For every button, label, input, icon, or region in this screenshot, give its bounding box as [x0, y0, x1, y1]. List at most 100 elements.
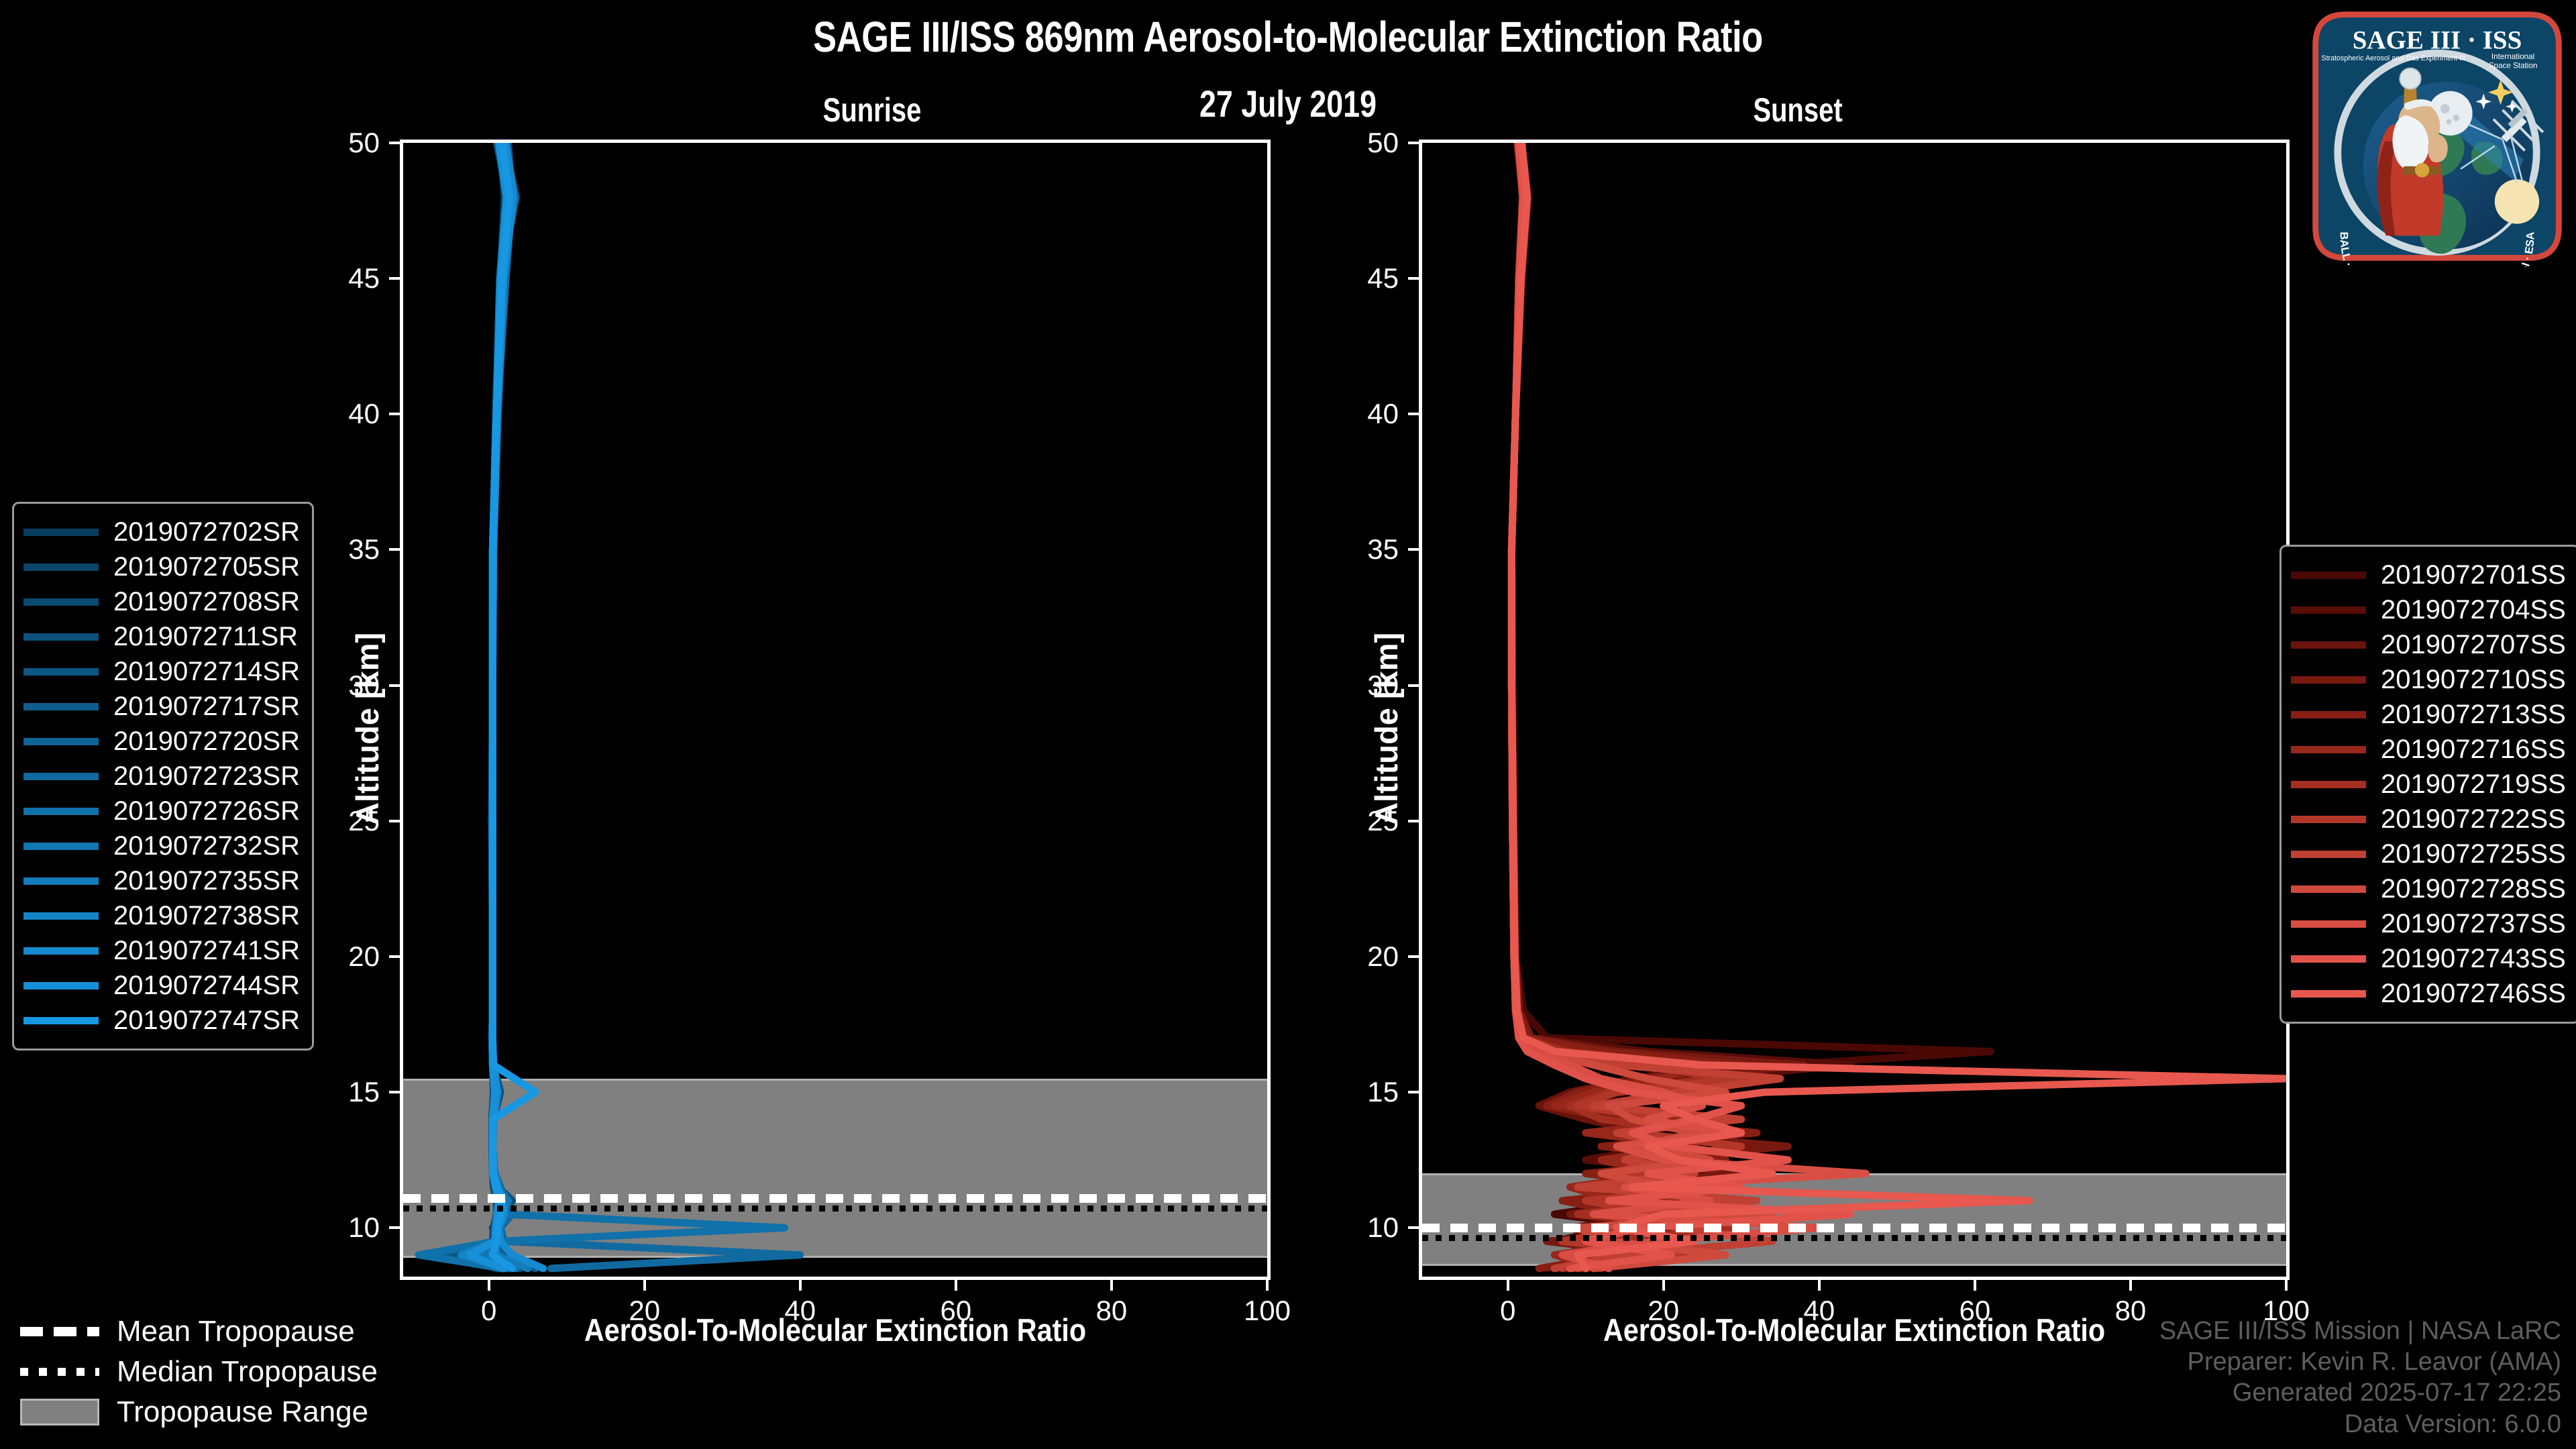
legend-sunrise[interactable]: 2019072702SR 2019072705SR 2019072708SR 2019… — [12, 502, 315, 1051]
x-tick-mark — [2129, 1280, 2132, 1291]
legend-item-label: 2019072746SS — [2381, 979, 2566, 1008]
data-curve — [488, 143, 539, 1273]
legend-sunrise-item[interactable]: 2019072717SR — [23, 689, 300, 724]
legend-color-swatch — [23, 633, 99, 641]
x-tick-label: 80 — [2114, 1295, 2147, 1326]
x-tick-label: 60 — [940, 1295, 972, 1326]
legend-sunset-item[interactable]: 2019072707SS — [2291, 627, 2566, 662]
legend-sunrise-item[interactable]: 2019072735SR — [23, 863, 300, 898]
legend-sunset-item[interactable]: 2019072701SS — [2291, 557, 2566, 592]
y-tick-label: 40 — [348, 398, 380, 430]
x-tick-label: 20 — [1648, 1295, 1680, 1326]
legend-item-label: 2019072743SS — [2381, 944, 2566, 973]
tropopause-legend-label: Median Tropopause — [117, 1355, 378, 1388]
y-tick-mark — [389, 1226, 400, 1230]
tropopause-legend-dashed-marker — [20, 1327, 99, 1336]
y-tick-mark — [389, 819, 400, 822]
legend-sunrise-item[interactable]: 2019072708SR — [23, 584, 300, 619]
tropopause-legend-swatch — [20, 1322, 99, 1342]
x-tick-label: 60 — [1959, 1295, 1991, 1326]
x-axis-label-sunset: Aerosol-To-Molecular Extinction Ratio — [1603, 1312, 2106, 1348]
legend-sunrise-item[interactable]: 2019072711SR — [23, 619, 300, 654]
y-tick-label: 35 — [348, 533, 380, 566]
panel-title-sunset: Sunset — [1753, 91, 1843, 129]
tropopause-legend-swatch — [20, 1362, 99, 1382]
median-tropopause-line — [1422, 1235, 2286, 1242]
median-tropopause-line — [403, 1205, 1267, 1212]
x-tick-mark — [1266, 1280, 1269, 1291]
legend-item-label: 2019072747SR — [113, 1006, 301, 1035]
x-tick-label: 80 — [1095, 1295, 1128, 1326]
y-tick-label: 40 — [1367, 398, 1399, 430]
y-tick-label: 30 — [348, 669, 380, 701]
y-axis-label-sunrise: Altitude [km] — [350, 632, 385, 825]
legend-color-swatch — [23, 563, 99, 571]
legend-item-label: 2019072714SR — [113, 657, 301, 686]
x-tick-mark — [1662, 1280, 1665, 1291]
credits-line-4: Data Version: 6.0.0 — [2344, 1409, 2561, 1438]
legend-item-label: 2019072710SS — [2381, 665, 2566, 694]
x-tick-mark — [487, 1280, 490, 1291]
y-tick-mark — [1408, 413, 1419, 416]
x-tick-mark — [1817, 1280, 1821, 1291]
legend-tropopause: Mean Tropopause Median Tropopause Tropopau… — [20, 1311, 378, 1432]
legend-item-label: 2019072723SR — [113, 761, 301, 791]
date-subtitle: 27 July 2019 — [1199, 83, 1377, 125]
legend-sunset-item[interactable]: 2019072725SS — [2291, 837, 2566, 871]
credits-block: SAGE III/ISS Mission | NASA LaRC Prepare… — [2159, 1316, 2561, 1440]
legend-sunset-item[interactable]: 2019072746SS — [2291, 976, 2566, 1011]
legend-item-label: 2019072716SS — [2381, 735, 2566, 764]
panel-title-sunrise: Sunrise — [822, 91, 922, 129]
y-tick-label: 25 — [1367, 804, 1399, 837]
legend-sunrise-item[interactable]: 2019072720SR — [23, 724, 300, 759]
legend-sunrise-item[interactable]: 2019072723SR — [23, 759, 300, 794]
legend-sunset-item[interactable]: 2019072713SS — [2291, 697, 2566, 732]
legend-sunrise-item[interactable]: 2019072714SR — [23, 654, 300, 689]
logo-subtitle-left: Stratospheric Aerosol and Gas Experiment… — [2321, 54, 2465, 62]
data-curve — [488, 143, 804, 1273]
legend-sunset-item[interactable]: 2019072704SS — [2291, 592, 2566, 627]
legend-sunset-item[interactable]: 2019072728SS — [2291, 871, 2566, 906]
tropopause-legend-dotted-marker — [20, 1368, 99, 1376]
y-tick-label: 20 — [1367, 940, 1399, 972]
legend-color-swatch — [23, 842, 99, 850]
mean-tropopause-line — [403, 1193, 1267, 1203]
y-tick-mark — [1408, 1226, 1419, 1230]
plot-area-sunset — [1419, 140, 2290, 1280]
legend-sunset-item[interactable]: 2019072743SS — [2291, 941, 2566, 976]
legend-sunset[interactable]: 2019072701SS 2019072704SS 2019072707SS 2019… — [2279, 545, 2576, 1024]
legend-item-label: 2019072728SS — [2381, 874, 2566, 904]
y-tick-mark — [1408, 548, 1419, 551]
legend-color-swatch — [2291, 710, 2366, 718]
tropopause-range-band — [403, 1078, 1267, 1258]
legend-sunset-item[interactable]: 2019072710SS — [2291, 662, 2566, 697]
y-tick-label: 15 — [1367, 1076, 1399, 1108]
legend-sunrise-item[interactable]: 2019072747SR — [23, 1003, 300, 1038]
y-tick-label: 15 — [348, 1076, 380, 1108]
legend-sunset-item[interactable]: 2019072716SS — [2291, 732, 2566, 767]
y-tick-mark — [389, 277, 400, 280]
legend-color-swatch — [2291, 780, 2366, 788]
legend-color-swatch — [23, 981, 99, 989]
legend-sunset-item[interactable]: 2019072737SS — [2291, 906, 2566, 941]
legend-sunrise-item[interactable]: 2019072702SR — [23, 515, 300, 549]
x-tick-label: 0 — [1499, 1295, 1516, 1326]
mean-tropopause-line — [1422, 1224, 2286, 1233]
legend-item-label: 2019072737SS — [2381, 909, 2566, 938]
legend-sunrise-item[interactable]: 2019072738SR — [23, 898, 300, 933]
legend-item-label: 2019072741SR — [113, 936, 301, 965]
legend-item-label: 2019072713SS — [2381, 700, 2566, 729]
legend-sunrise-item[interactable]: 2019072744SR — [23, 968, 300, 1003]
legend-color-swatch — [2291, 745, 2366, 753]
legend-sunrise-item[interactable]: 2019072732SR — [23, 828, 300, 863]
legend-color-swatch — [23, 1016, 99, 1024]
legend-sunrise-item[interactable]: 2019072726SR — [23, 794, 300, 828]
legend-sunrise-item[interactable]: 2019072741SR — [23, 933, 300, 968]
tropopause-legend-item: Median Tropopause — [20, 1352, 378, 1392]
legend-color-swatch — [23, 912, 99, 920]
legend-item-label: 2019072744SR — [113, 971, 301, 1000]
mission-patch-icon: SAGE III · ISS Stratospheric Aerosol and… — [2312, 11, 2562, 335]
legend-sunset-item[interactable]: 2019072722SS — [2291, 802, 2566, 837]
legend-sunrise-item[interactable]: 2019072705SR — [23, 549, 300, 584]
legend-sunset-item[interactable]: 2019072719SS — [2291, 767, 2566, 802]
